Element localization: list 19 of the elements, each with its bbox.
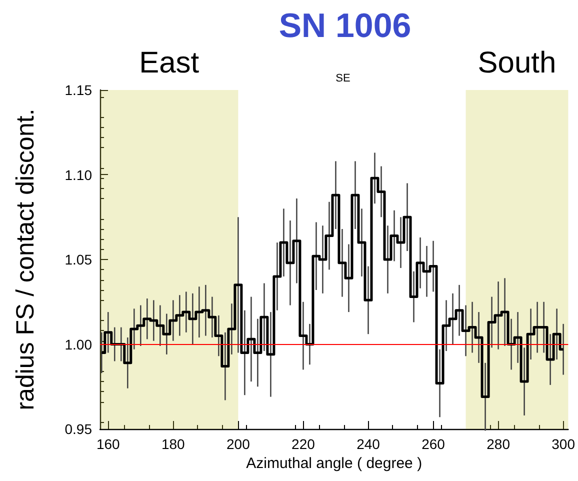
y-tick-label: 1.05 — [64, 252, 92, 268]
x-tick-label: 200 — [226, 436, 250, 452]
band-label: East — [139, 46, 200, 80]
x-tick-label: 180 — [161, 436, 186, 452]
y-tick-label: 1.15 — [64, 82, 92, 98]
y-tick-label: 0.95 — [64, 421, 92, 437]
x-tick-label: 240 — [356, 436, 380, 452]
y-tick-label: 1.10 — [64, 166, 92, 183]
x-tick-label: 220 — [292, 436, 316, 452]
y-tick-label: 1.00 — [64, 336, 92, 352]
y-axis-title: radius FS / contact discont. — [12, 108, 40, 410]
x-axis-title: Azimuthal angle ( degree ) — [246, 454, 422, 472]
band-label: South — [478, 46, 556, 80]
x-tick-label: 260 — [422, 436, 446, 452]
x-tick-label: 300 — [552, 436, 576, 452]
chart-subtitle: SE — [336, 72, 350, 84]
chart-title: SN 1006 — [278, 7, 412, 45]
x-tick-label: 160 — [96, 436, 120, 452]
x-tick-label: 280 — [486, 436, 510, 452]
